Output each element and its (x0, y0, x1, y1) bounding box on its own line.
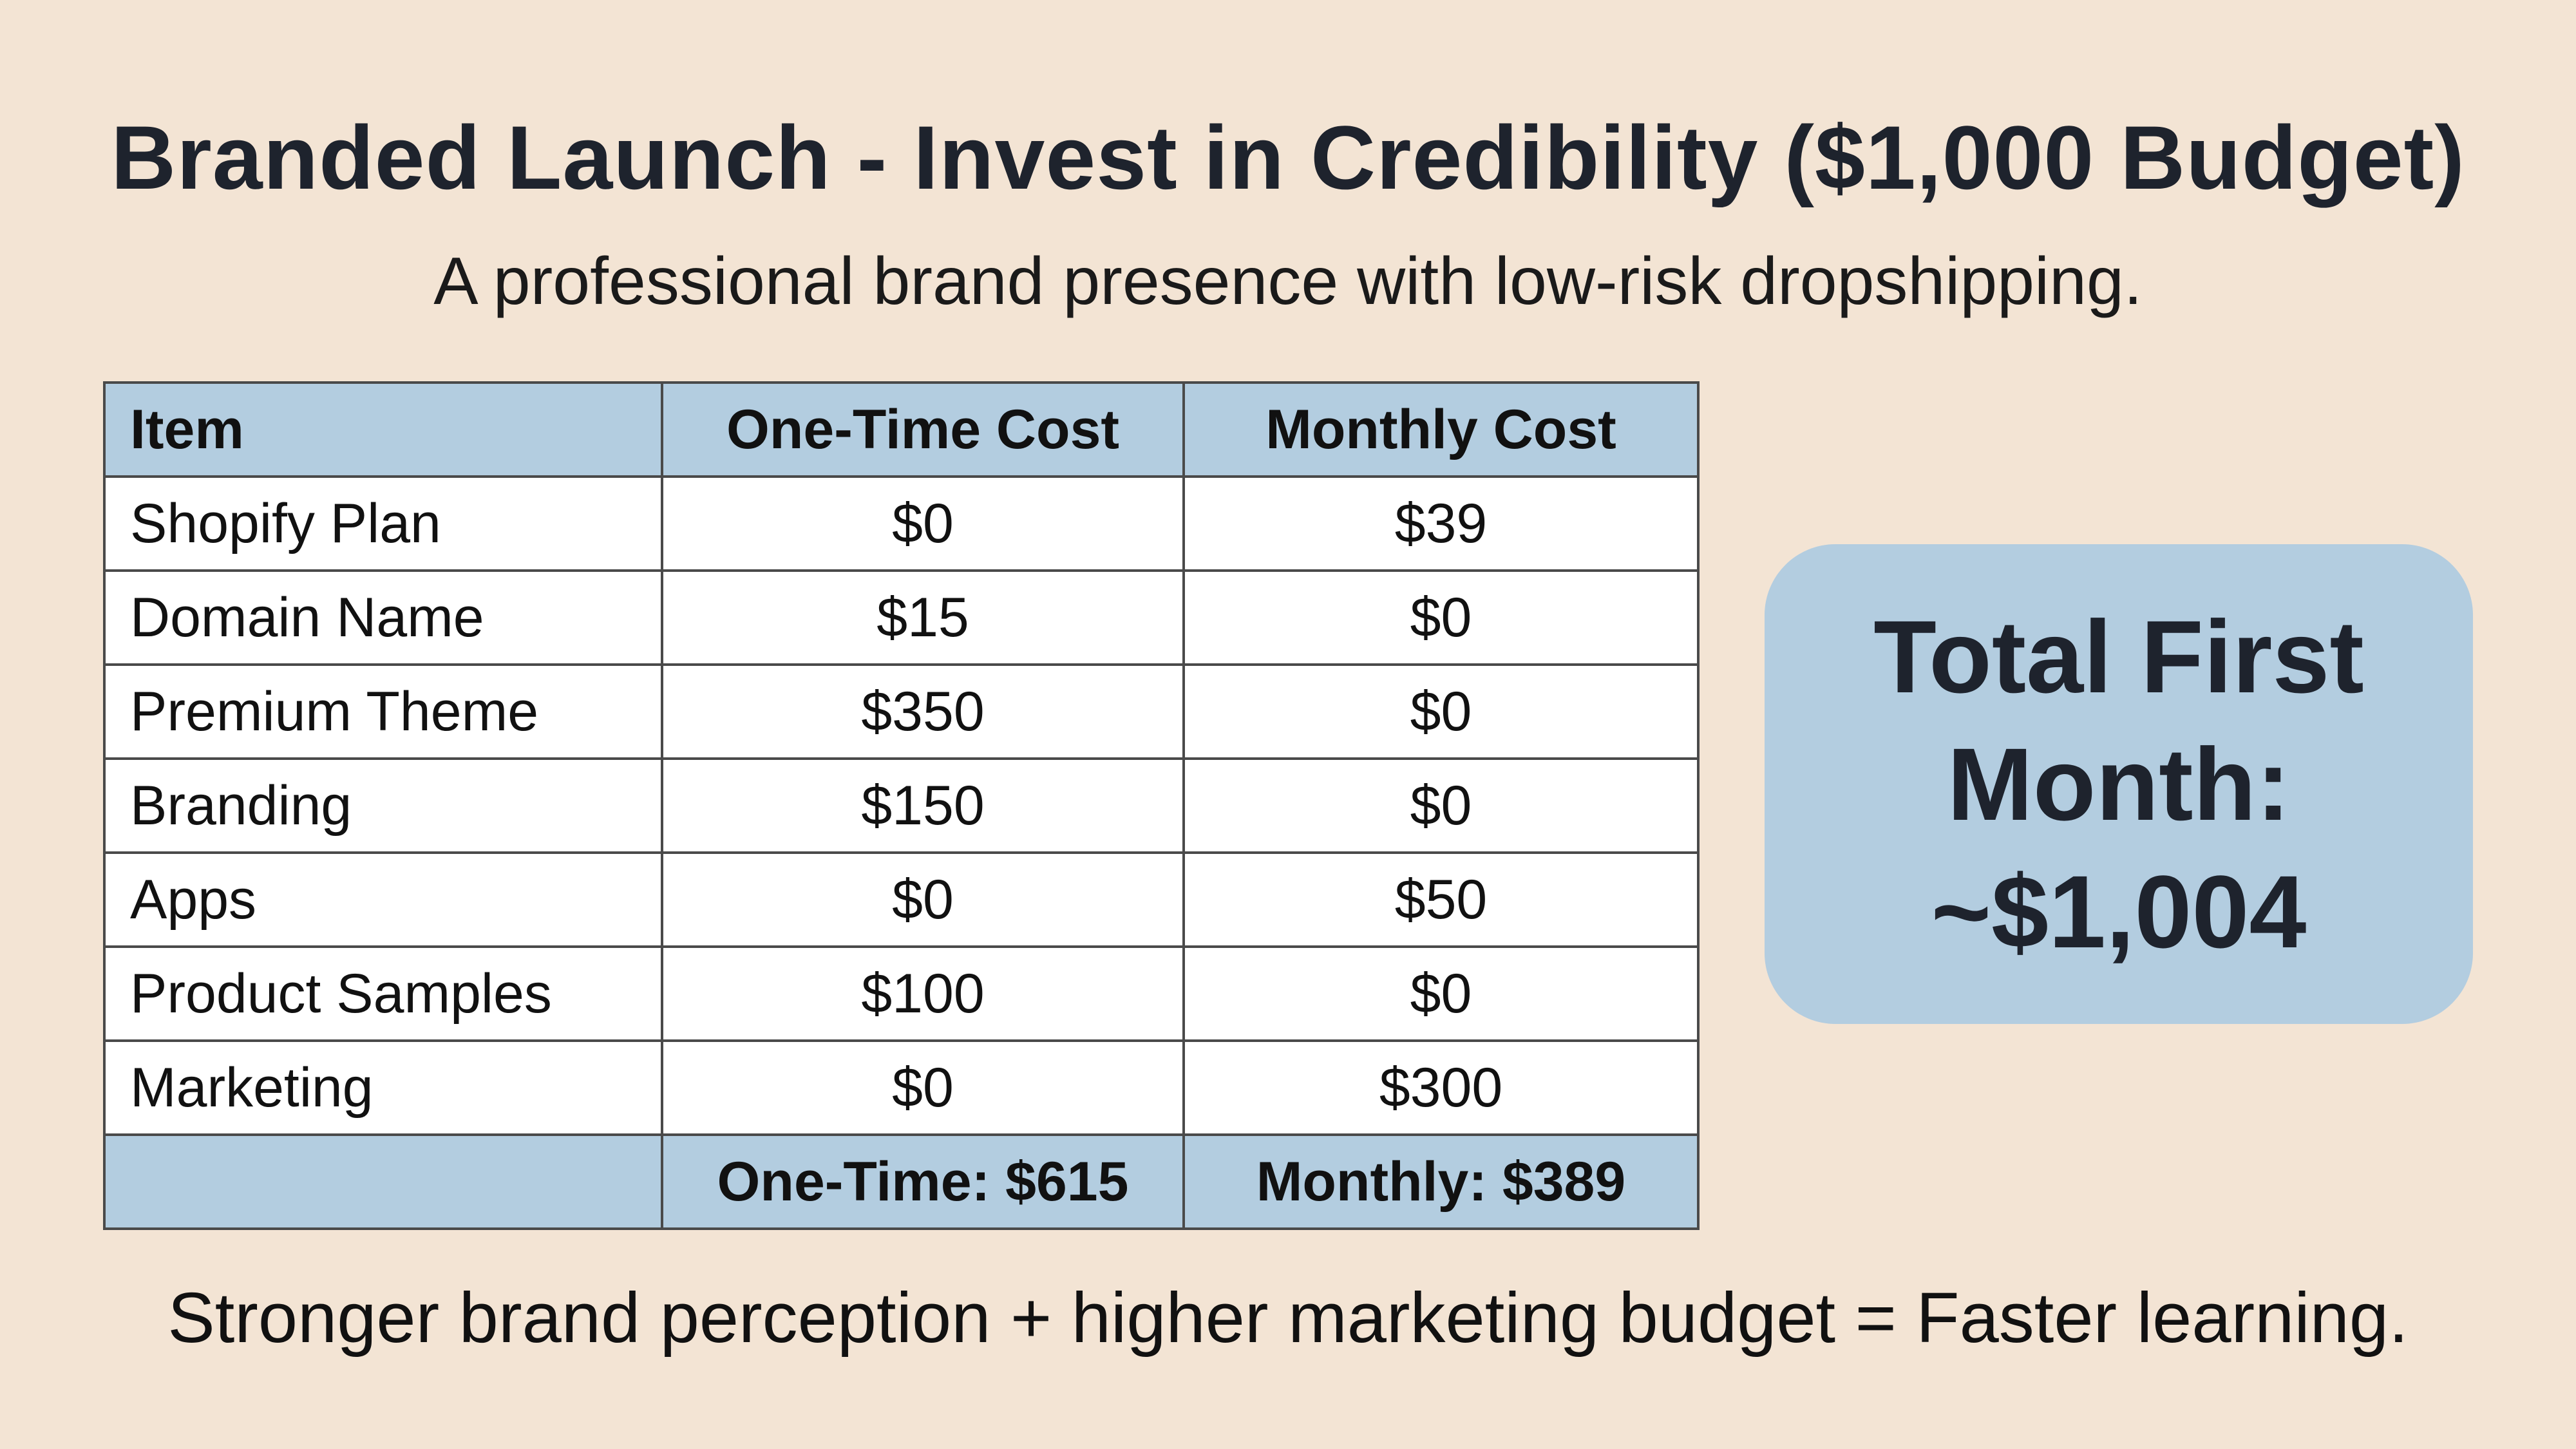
table-row: Domain Name $15 $0 (103, 569, 1700, 666)
row-item: Apps (103, 851, 663, 948)
row-monthly: $39 (1182, 475, 1700, 572)
total-first-month-box: Total First Month: ~$1,004 (1765, 544, 2473, 1024)
row-one-time: $350 (661, 663, 1185, 760)
row-one-time: $0 (661, 1039, 1185, 1136)
row-monthly: $0 (1182, 945, 1700, 1042)
table-row: Premium Theme $350 $0 (103, 663, 1700, 760)
row-one-time: $15 (661, 569, 1185, 666)
total-box-line-2: Month: (1947, 726, 2291, 842)
row-monthly: $0 (1182, 757, 1700, 854)
total-one-time: One-Time: $615 (661, 1133, 1185, 1230)
row-one-time: $150 (661, 757, 1185, 854)
table-row: Branding $150 $0 (103, 757, 1700, 854)
row-monthly: $0 (1182, 569, 1700, 666)
row-one-time: $0 (661, 475, 1185, 572)
table-row: Product Samples $100 $0 (103, 945, 1700, 1042)
row-item: Shopify Plan (103, 475, 663, 572)
table-totals-row: One-Time: $615 Monthly: $389 (103, 1133, 1700, 1230)
table-row: Shopify Plan $0 $39 (103, 475, 1700, 572)
totals-label (103, 1133, 663, 1230)
cost-table: Item One-Time Cost Monthly Cost Shopify … (103, 381, 1700, 1230)
row-monthly: $0 (1182, 663, 1700, 760)
row-item: Product Samples (103, 945, 663, 1042)
slide-subtitle: A professional brand presence with low-r… (433, 244, 2143, 319)
row-monthly: $300 (1182, 1039, 1700, 1136)
row-one-time: $0 (661, 851, 1185, 948)
total-monthly: Monthly: $389 (1182, 1133, 1700, 1230)
slide-title: Branded Launch - Invest in Credibility (… (111, 107, 2465, 208)
row-item: Marketing (103, 1039, 663, 1136)
table-header-row: Item One-Time Cost Monthly Cost (103, 381, 1700, 478)
header-item: Item (103, 381, 663, 478)
total-box-line-1: Total First (1873, 598, 2364, 714)
row-monthly: $50 (1182, 851, 1700, 948)
footer-note: Stronger brand perception + higher marke… (167, 1278, 2409, 1358)
table-row: Apps $0 $50 (103, 851, 1700, 948)
total-box-amount: ~$1,004 (1931, 853, 2307, 969)
row-item: Domain Name (103, 569, 663, 666)
header-one-time-cost: One-Time Cost (661, 381, 1185, 478)
row-item: Branding (103, 757, 663, 854)
table-row: Marketing $0 $300 (103, 1039, 1700, 1136)
row-one-time: $100 (661, 945, 1185, 1042)
row-item: Premium Theme (103, 663, 663, 760)
header-monthly-cost: Monthly Cost (1182, 381, 1700, 478)
